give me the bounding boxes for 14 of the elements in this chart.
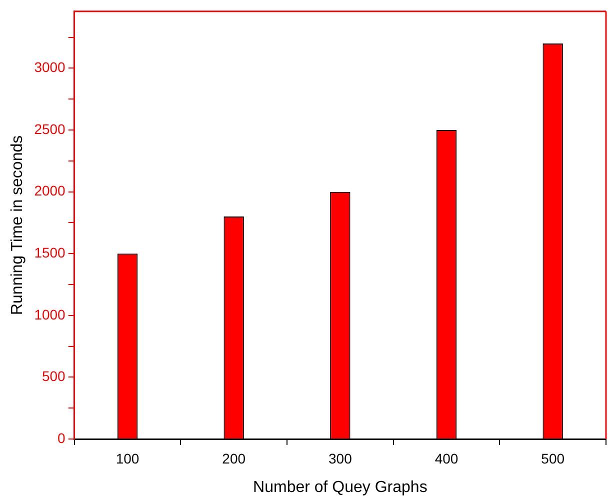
y-tick-label: 2000 [34, 182, 66, 199]
x-tick-label: 400 [434, 450, 458, 466]
x-tick-label: 100 [116, 450, 140, 466]
x-tick-label: 200 [222, 450, 246, 466]
x-tick-label: 300 [328, 450, 352, 466]
y-axis-title: Running Time in seconds [9, 135, 26, 316]
y-tick-label: 0 [58, 430, 66, 446]
y-tick-label: 500 [42, 368, 66, 384]
y-tick-label: 2500 [34, 120, 66, 137]
y-tick-label: 1500 [34, 244, 66, 260]
x-tick-label: 500 [541, 450, 565, 466]
x-axis-title: Number of Quey Graphs [253, 478, 428, 496]
y-tick-label: 3000 [34, 59, 66, 76]
y-tick-label: 1000 [34, 306, 66, 322]
